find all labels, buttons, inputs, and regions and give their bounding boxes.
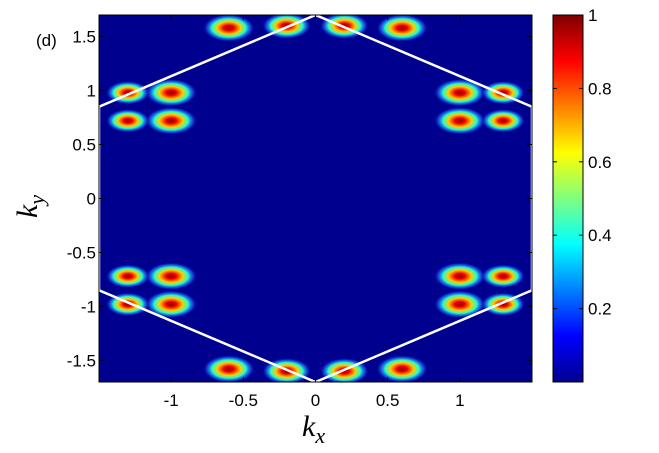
colorbar-ticks: 0.2 0.4 0.6 0.8 1 xyxy=(553,6,612,319)
intensity-lobe-14 xyxy=(433,106,486,135)
colorbar-tick-label: 1 xyxy=(588,6,597,25)
y-axis-label: ky xyxy=(11,195,49,218)
colorbar-tick-label: 0.8 xyxy=(588,79,612,98)
intensity-lobe-15 xyxy=(481,108,526,133)
intensity-lobe-10 xyxy=(145,106,198,135)
y-tick-label: -1.5 xyxy=(67,351,96,370)
x-ticks: -1 -0.5 0 0.5 1 xyxy=(164,15,465,410)
y-tick-label: -0.5 xyxy=(67,243,96,262)
colorbar-tick-label: 0.6 xyxy=(588,153,612,172)
y-axis-label-sub: y xyxy=(24,195,49,207)
y-tick-label: 1 xyxy=(87,82,96,101)
intensity-lobe-16 xyxy=(145,290,198,319)
x-tick-label: -1 xyxy=(164,391,179,410)
y-ticks: -1.5 -1 -0.5 0 0.5 1 1.5 xyxy=(67,28,532,370)
intensity-lobe-11 xyxy=(105,108,150,133)
intensity-lobe-23 xyxy=(481,264,526,289)
intensity-lobe-12 xyxy=(433,78,486,107)
intensity-lobe-8 xyxy=(145,78,198,107)
y-axis-label-main: k xyxy=(11,204,44,218)
x-axis-label-sub: x xyxy=(314,423,325,448)
x-tick-label: 0 xyxy=(311,391,320,410)
intensity-lobe-19 xyxy=(105,264,150,289)
colorbar-tick-label: 0.2 xyxy=(588,300,612,319)
x-tick-label: 1 xyxy=(455,391,464,410)
y-tick-label: 0 xyxy=(87,190,96,209)
colorbar-tick-label: 0.4 xyxy=(588,226,612,245)
plot-area-background xyxy=(99,15,532,382)
intensity-lobe-7 xyxy=(376,355,429,382)
y-tick-label: 1.5 xyxy=(72,28,96,47)
intensity-lobe-0 xyxy=(202,15,255,42)
y-tick-label: -1 xyxy=(81,297,96,316)
x-axis-label: kx xyxy=(302,410,325,448)
intensity-lobe-4 xyxy=(202,355,255,382)
panel-label: (d) xyxy=(36,31,57,50)
x-tick-label: -0.5 xyxy=(229,391,258,410)
x-axis-label-main: k xyxy=(302,410,316,443)
colorbar xyxy=(552,14,584,383)
x-tick-label: 0.5 xyxy=(376,391,400,410)
intensity-lobe-20 xyxy=(433,290,486,319)
intensity-lobe-18 xyxy=(145,262,198,291)
intensity-lobe-22 xyxy=(433,262,486,291)
intensity-lobe-3 xyxy=(376,15,429,42)
y-tick-label: 0.5 xyxy=(72,136,96,155)
